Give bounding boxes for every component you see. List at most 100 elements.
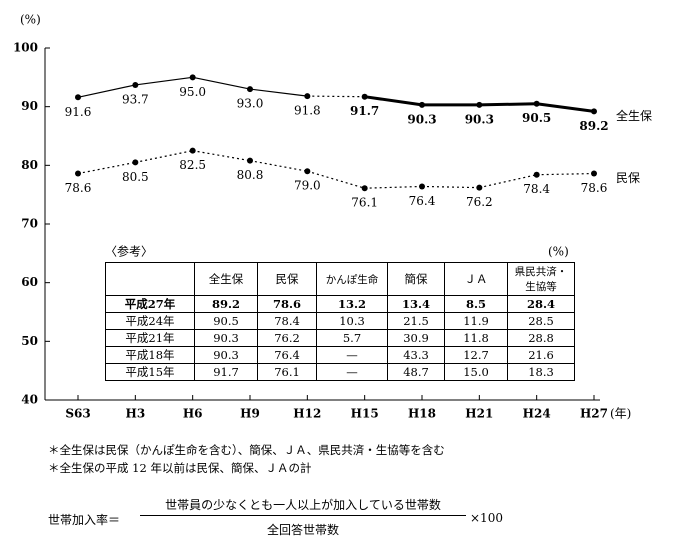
table-cell: 76.1 [257,363,317,381]
value-label: 78.6 [581,181,608,195]
line-segment [536,172,595,176]
value-label: 80.5 [122,170,149,184]
point [533,171,540,178]
point [247,86,253,93]
table-cell: 90.5 [194,312,258,330]
point [304,93,311,100]
line-segment [307,95,365,98]
table-cell: 18.3 [507,363,575,381]
x-tick-label: H21 [465,407,493,421]
y-tick-label: 40 [21,393,38,407]
table-cell: 30.9 [387,329,445,347]
x-tick-label: H24 [523,407,551,421]
value-label: 76.1 [351,196,378,210]
point [75,170,81,177]
x-tick-label: H12 [293,407,321,421]
table-cell: 8.5 [444,295,508,313]
table-cell: 28.4 [507,295,575,313]
table-cell: 43.3 [387,346,445,364]
point [132,81,139,88]
point [361,93,368,100]
table-cell: 21.6 [507,346,575,364]
table-cell: 76.2 [257,329,317,347]
x-tick-label: H15 [351,407,379,421]
table-cell: 15.0 [444,363,508,381]
value-label: 79.0 [294,179,321,193]
point [361,185,368,192]
y-tick-label: 70 [21,217,38,231]
table-row: 平成15年 91.7 76.1—48.7 15.0 18.3 [105,363,575,381]
value-label: 89.2 [579,119,608,133]
value-label: 93.0 [237,97,264,111]
line-segment [192,76,251,90]
x-tick-label: H9 [240,407,260,421]
point [591,170,597,177]
value-label: 90.5 [522,111,551,125]
line-segment [364,185,423,189]
value-label: 90.3 [465,112,494,126]
line-segment [135,76,193,86]
table-row: 平成18年 90.3 76.4—43.3 12.7 21.6 [105,346,575,364]
point [591,108,597,115]
col-header: 全生保 [194,262,258,296]
col-header: 簡保 [387,262,445,296]
table-cell: 13.2 [316,295,388,313]
table-cell: 12.7 [444,346,508,364]
row-header: 平成15年 [105,363,195,381]
value-label: 76.4 [409,194,436,208]
row-header: 平成24年 [105,312,195,330]
y-tick-label: 90 [21,99,38,113]
value-label: 82.5 [179,158,206,172]
col-header: ＪＡ [444,262,508,296]
table-cell: 89.2 [194,295,258,313]
formula-denominator: 全回答世帯数 [266,523,339,537]
series-label: 全生保 [616,108,652,123]
value-label: 91.7 [350,104,379,118]
row-header: 平成27年 [105,295,195,313]
note: ＊全生保の平成 12 年以前は民保、簡保、ＪＡの計 [48,461,312,475]
series-label: 民保 [616,171,640,185]
ref-unit: (%) [548,245,569,259]
x-tick-label: H6 [183,407,203,421]
col-header: 県民共済・生協等 [507,262,575,296]
value-label: 93.7 [122,92,149,106]
table-cell: 48.7 [387,363,445,381]
table-row: 平成21年 90.3 76.2 5.7 30.9 11.8 28.8 [105,329,575,347]
col-header: かんぽ生命 [316,262,388,296]
x-tick-label: H3 [125,407,145,421]
note: ＊全生保は民保（かんぽ生命を含む）、簡保、ＪＡ、県民共済・生協等を含む [48,443,445,457]
col-header: 民保 [257,262,317,296]
table-cell: 10.3 [316,312,388,330]
table-cell: 91.7 [194,363,258,381]
y-tick-label: 80 [21,158,38,172]
table-cell: 28.5 [507,312,575,330]
line-segment [479,102,537,107]
value-label: 78.4 [523,182,550,196]
point [247,157,253,164]
value-label: 78.6 [65,181,92,195]
point [419,101,425,108]
formula-factor: ×100 [470,511,503,525]
point [75,94,81,101]
ref-title: 〈参考〉 [105,244,153,259]
point [476,101,483,108]
table-cell: 28.8 [507,329,575,347]
value-label: 91.6 [65,105,92,119]
point [189,147,196,154]
point [304,168,311,175]
x-tick-label: H18 [408,407,436,421]
corner-cell [105,262,195,296]
line-segment [536,102,595,113]
point [132,159,139,166]
reference-table: 全生保 民保 かんぽ生命 簡保 ＪＡ 県民共済・生協等 平成27年 89.2 78.… [105,262,575,381]
table-cell: 5.7 [316,329,388,347]
x-tick-label: H27 [580,407,608,421]
line-segment [249,88,308,97]
value-label: 90.3 [407,112,436,126]
table-cell: 78.4 [257,312,317,330]
formula-lhs: 世帯加入率＝ [48,513,121,527]
y-unit: (%) [20,13,41,27]
value-label: 95.0 [179,85,206,99]
point [189,74,196,81]
point [533,100,540,107]
